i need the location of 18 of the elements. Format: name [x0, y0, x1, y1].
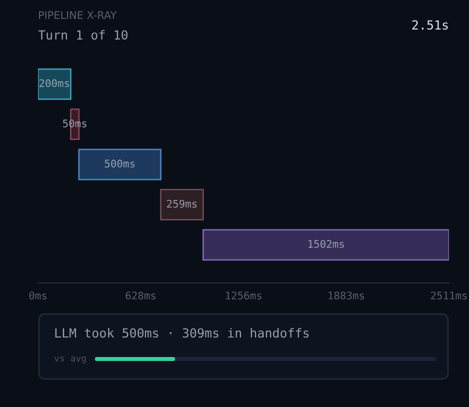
- x-tick-label: 0ms: [29, 292, 46, 300]
- data-label: 500ms: [104, 160, 134, 168]
- data-label: 200ms: [39, 79, 70, 88]
- bar: [202, 229, 449, 261]
- data-label: 1502ms: [308, 240, 344, 248]
- x-tick-label: 1883ms: [328, 292, 364, 300]
- bar: [160, 188, 204, 220]
- text: 2.51s: [412, 20, 448, 30]
- chart-title: PIPELINE X-RAY: [39, 11, 117, 19]
- data-label: 259ms: [167, 200, 197, 208]
- x-tick-label: 2511ms: [430, 292, 467, 300]
- text: vs avg: [54, 356, 86, 364]
- text: LLM took 500ms · 309ms in handoffs: [55, 328, 309, 338]
- x-tick-label: 1256ms: [226, 292, 262, 300]
- x-tick-label: 628ms: [126, 292, 156, 300]
- chart-subtitle: Turn 1 of 10: [38, 30, 128, 40]
- bar: [78, 148, 162, 180]
- bar: [38, 68, 72, 100]
